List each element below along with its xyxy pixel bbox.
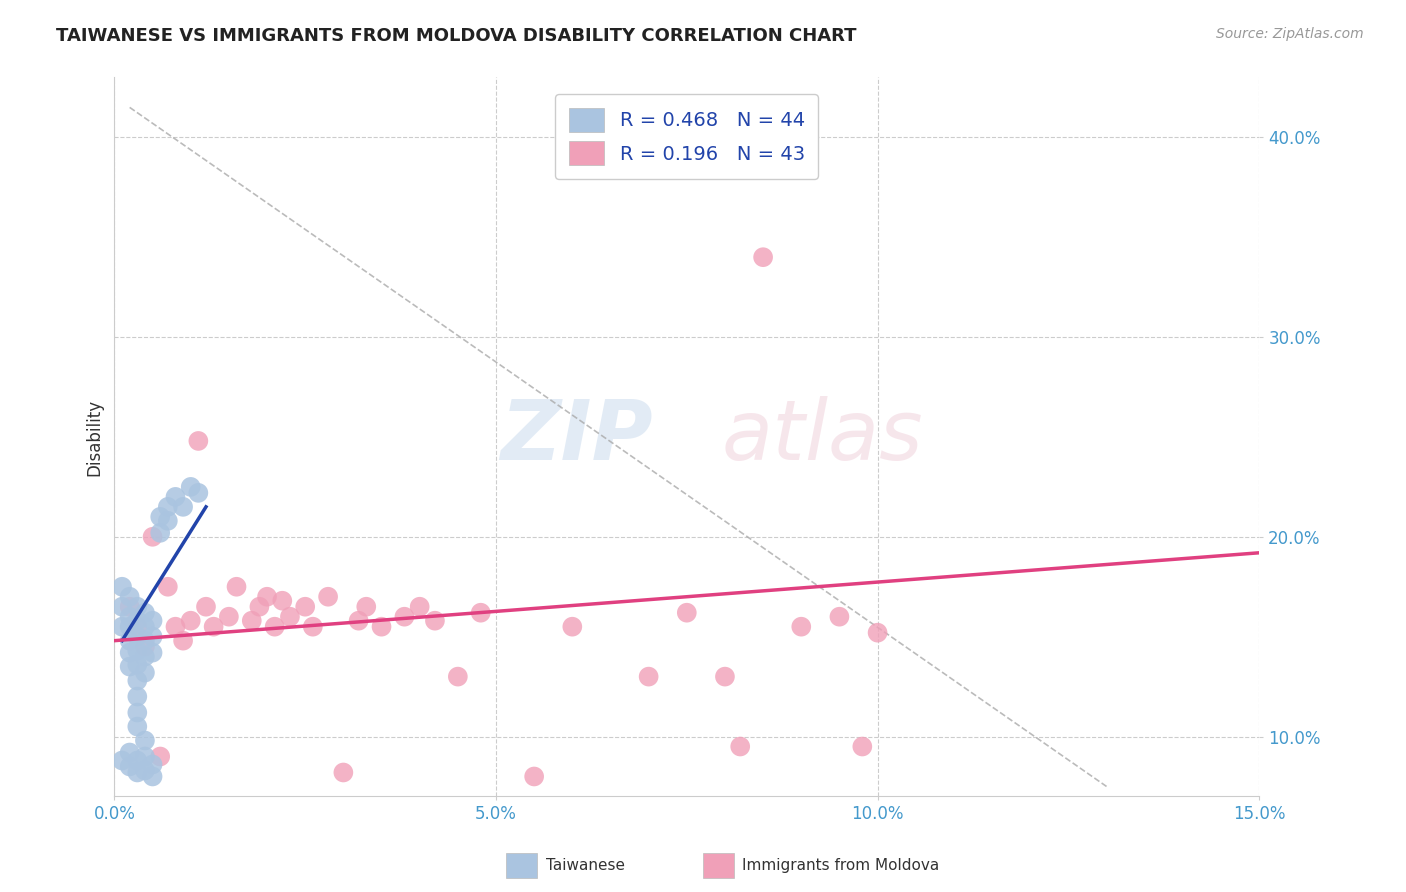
Point xyxy=(149,525,172,540)
Point xyxy=(408,599,430,614)
Point xyxy=(127,690,149,704)
Point xyxy=(134,620,156,634)
Point xyxy=(127,620,149,634)
Point xyxy=(127,599,149,614)
Point xyxy=(118,759,141,773)
Point xyxy=(195,599,218,614)
Point xyxy=(851,739,873,754)
Point xyxy=(127,673,149,688)
Point xyxy=(111,754,134,768)
Point xyxy=(637,670,659,684)
Point xyxy=(118,659,141,673)
Point xyxy=(180,614,202,628)
Point xyxy=(118,599,141,614)
Point xyxy=(149,509,172,524)
Point xyxy=(127,706,149,720)
Point xyxy=(728,739,751,754)
Point xyxy=(118,609,141,624)
Point xyxy=(256,590,278,604)
Point xyxy=(142,757,165,772)
Text: Immigrants from Moldova: Immigrants from Moldova xyxy=(742,858,939,872)
Point xyxy=(142,630,165,644)
Text: ZIP: ZIP xyxy=(499,396,652,477)
Point xyxy=(675,606,697,620)
Point xyxy=(127,720,149,734)
Point xyxy=(134,606,156,620)
Point xyxy=(127,614,149,628)
Point xyxy=(172,500,194,514)
Point xyxy=(111,580,134,594)
Point xyxy=(156,580,179,594)
Point xyxy=(561,620,583,634)
Point xyxy=(118,746,141,760)
Point xyxy=(249,599,271,614)
Point xyxy=(134,633,156,648)
Point xyxy=(263,620,285,634)
Point xyxy=(134,733,156,747)
Point xyxy=(111,599,134,614)
Point xyxy=(394,609,416,624)
Point xyxy=(187,434,209,448)
Point xyxy=(302,620,325,634)
Point xyxy=(134,665,156,680)
Point xyxy=(134,749,156,764)
Point xyxy=(118,646,141,660)
Point xyxy=(423,614,446,628)
Point xyxy=(142,530,165,544)
Point xyxy=(142,614,165,628)
Point xyxy=(714,670,737,684)
Point xyxy=(180,480,202,494)
Point xyxy=(118,633,141,648)
Point xyxy=(278,609,301,624)
Point xyxy=(134,649,156,664)
Point xyxy=(523,769,546,783)
Point xyxy=(127,754,149,768)
Point xyxy=(149,749,172,764)
Point xyxy=(134,764,156,778)
Point xyxy=(127,765,149,780)
Point xyxy=(866,625,889,640)
Point xyxy=(127,630,149,644)
Point xyxy=(156,500,179,514)
Text: Source: ZipAtlas.com: Source: ZipAtlas.com xyxy=(1216,27,1364,41)
Y-axis label: Disability: Disability xyxy=(86,399,103,475)
Point xyxy=(218,609,240,624)
Point xyxy=(142,646,165,660)
Point xyxy=(790,620,813,634)
Point xyxy=(316,590,339,604)
Text: atlas: atlas xyxy=(721,396,922,477)
Text: TAIWANESE VS IMMIGRANTS FROM MOLDOVA DISABILITY CORRELATION CHART: TAIWANESE VS IMMIGRANTS FROM MOLDOVA DIS… xyxy=(56,27,856,45)
Point xyxy=(127,643,149,657)
Point xyxy=(202,620,225,634)
Point xyxy=(332,765,354,780)
Point xyxy=(187,486,209,500)
Point xyxy=(240,614,263,628)
Point xyxy=(156,514,179,528)
Point xyxy=(225,580,247,594)
Point xyxy=(118,590,141,604)
Point xyxy=(127,657,149,672)
Point xyxy=(165,490,187,504)
Point xyxy=(118,620,141,634)
Point xyxy=(172,633,194,648)
Point xyxy=(752,250,775,264)
Point xyxy=(271,593,294,607)
Point xyxy=(111,620,134,634)
Point xyxy=(134,640,156,654)
Point xyxy=(294,599,316,614)
Point xyxy=(347,614,370,628)
Point xyxy=(447,670,470,684)
Point xyxy=(354,599,377,614)
Point xyxy=(165,620,187,634)
Text: Taiwanese: Taiwanese xyxy=(546,858,624,872)
Point xyxy=(828,609,851,624)
Legend: R = 0.468   N = 44, R = 0.196   N = 43: R = 0.468 N = 44, R = 0.196 N = 43 xyxy=(555,95,818,178)
Point xyxy=(370,620,392,634)
Point xyxy=(470,606,492,620)
Point xyxy=(142,769,165,783)
